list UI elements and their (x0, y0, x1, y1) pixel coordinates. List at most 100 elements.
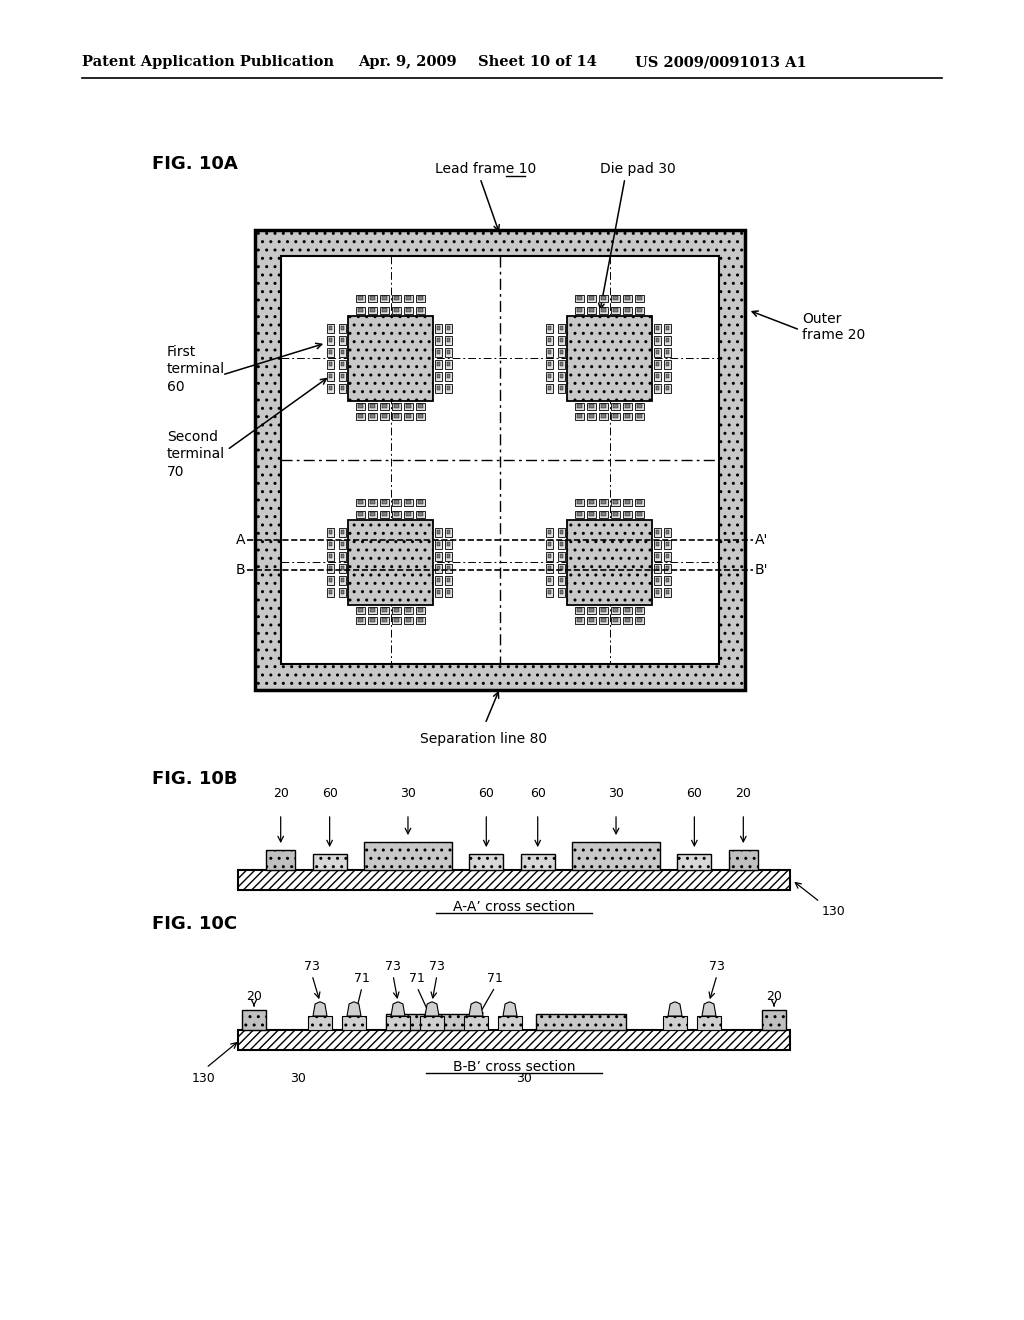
Bar (666, 541, 670, 546)
Bar (548, 385, 552, 391)
Bar (418, 308, 423, 312)
Bar (578, 308, 582, 312)
Bar (339, 323, 346, 333)
Bar (546, 347, 553, 356)
Text: US 2009/0091013 A1: US 2009/0091013 A1 (635, 55, 807, 69)
Bar (623, 616, 632, 623)
Polygon shape (503, 1002, 517, 1016)
Bar (625, 512, 630, 516)
Bar (601, 308, 606, 312)
Bar (327, 335, 334, 345)
Bar (558, 552, 565, 561)
Bar (587, 294, 596, 301)
Bar (394, 500, 399, 504)
Bar (623, 511, 632, 517)
Bar (655, 326, 659, 330)
Bar (382, 414, 387, 418)
Bar (358, 414, 362, 418)
Bar (601, 500, 606, 504)
Bar (546, 359, 553, 368)
Bar (567, 315, 652, 400)
Bar (394, 404, 399, 408)
Bar (435, 359, 442, 368)
Bar (312, 854, 347, 870)
Bar (558, 371, 565, 380)
Bar (370, 404, 375, 408)
Bar (404, 412, 413, 420)
Bar (589, 500, 594, 504)
Text: B: B (236, 564, 245, 577)
Bar (559, 529, 563, 535)
Bar (587, 616, 596, 623)
Bar (339, 528, 346, 536)
Bar (435, 528, 442, 536)
Bar (404, 306, 413, 314)
Bar (436, 565, 440, 570)
Bar (327, 552, 334, 561)
Bar (587, 499, 596, 506)
Bar (613, 414, 617, 418)
Bar (392, 403, 401, 409)
Bar (635, 511, 644, 517)
Bar (407, 308, 411, 312)
Bar (339, 576, 346, 585)
Bar (546, 335, 553, 345)
Bar (611, 412, 620, 420)
Bar (623, 403, 632, 409)
Bar (370, 618, 375, 622)
Bar (436, 529, 440, 535)
Bar (666, 565, 670, 570)
Bar (635, 499, 644, 506)
Bar (601, 609, 606, 612)
Bar (407, 414, 411, 418)
Bar (654, 323, 662, 333)
Bar (666, 374, 670, 379)
Bar (664, 528, 671, 536)
Text: 30: 30 (516, 1072, 531, 1085)
Text: Apr. 9, 2009: Apr. 9, 2009 (358, 55, 457, 69)
Bar (358, 404, 362, 408)
Text: 30: 30 (290, 1072, 306, 1085)
Bar (329, 590, 333, 594)
Bar (404, 499, 413, 506)
Text: Outer
frame 20: Outer frame 20 (802, 312, 865, 342)
Bar (654, 540, 662, 549)
Bar (655, 374, 659, 379)
Bar (666, 338, 670, 342)
Bar (327, 540, 334, 549)
Bar (435, 384, 442, 392)
Bar (587, 403, 596, 409)
Bar (436, 385, 440, 391)
Bar (654, 384, 662, 392)
Bar (436, 590, 440, 594)
Bar (380, 511, 389, 517)
Bar (575, 499, 584, 506)
Bar (404, 294, 413, 301)
Bar (368, 294, 377, 301)
Bar (666, 350, 670, 355)
Bar (558, 576, 565, 585)
Bar (341, 350, 344, 355)
Bar (370, 308, 375, 312)
Bar (370, 609, 375, 612)
Bar (666, 590, 670, 594)
Bar (613, 296, 617, 300)
Bar (356, 403, 365, 409)
Bar (558, 359, 565, 368)
Bar (623, 606, 632, 614)
Bar (578, 414, 582, 418)
Bar (266, 850, 295, 870)
Bar (370, 512, 375, 516)
Bar (611, 511, 620, 517)
Bar (548, 541, 552, 546)
Bar (327, 384, 334, 392)
Bar (664, 576, 671, 585)
Bar (559, 338, 563, 342)
Bar (348, 315, 433, 400)
Bar (637, 618, 642, 622)
Bar (380, 412, 389, 420)
Bar (546, 587, 553, 597)
Bar (380, 616, 389, 623)
Bar (635, 606, 644, 614)
Bar (546, 323, 553, 333)
